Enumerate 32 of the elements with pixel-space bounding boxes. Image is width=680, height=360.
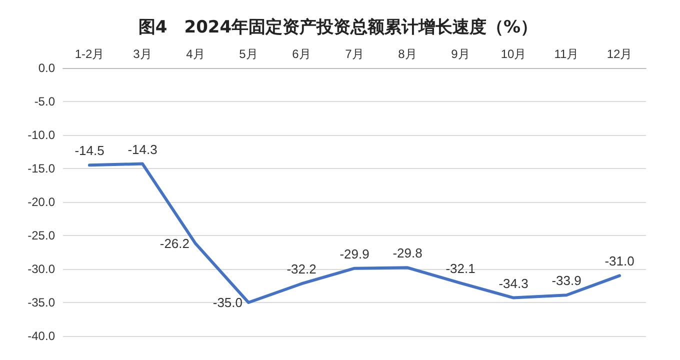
data-label: -32.1: [446, 261, 476, 276]
data-label: -33.9: [552, 273, 582, 288]
data-label: -31.0: [604, 254, 634, 269]
y-tick-label: -5.0: [34, 94, 56, 108]
data-label: -14.5: [74, 143, 104, 158]
y-tick-label: -40.0: [28, 329, 56, 343]
x-tick-label: 6月: [292, 47, 311, 61]
data-label: -26.2: [160, 236, 190, 252]
y-tick-label: -25.0: [28, 228, 56, 242]
y-tick-label: -10.0: [28, 128, 56, 142]
x-tick-label: 1-2月: [74, 47, 104, 61]
data-label: -32.2: [286, 262, 316, 277]
x-tick-label: 12月: [606, 47, 632, 61]
x-tick-label: 9月: [451, 47, 470, 61]
x-tick-label: 5月: [239, 47, 258, 61]
x-tick-label: 11月: [554, 47, 579, 61]
y-tick-label: -30.0: [28, 262, 56, 276]
x-tick-label: 7月: [345, 47, 364, 61]
y-tick-label: 0.0: [38, 61, 56, 75]
data-label: -14.3: [128, 142, 158, 157]
data-label: -29.8: [392, 246, 422, 261]
data-label: -29.9: [340, 246, 370, 262]
y-tick-label: -35.0: [28, 296, 56, 310]
data-label: -35.0: [212, 295, 242, 310]
x-tick-label: 10月: [500, 47, 526, 61]
chart-title: 图4 2024年固定资产投资总额累计增长速度（%）: [138, 18, 538, 38]
data-label: -34.3: [498, 276, 528, 291]
x-tick-label: 3月: [133, 47, 152, 61]
y-tick-label: -15.0: [28, 162, 56, 176]
x-tick-label: 8月: [398, 47, 417, 61]
x-tick-label: 4月: [186, 47, 205, 61]
y-tick-label: -20.0: [28, 195, 56, 209]
